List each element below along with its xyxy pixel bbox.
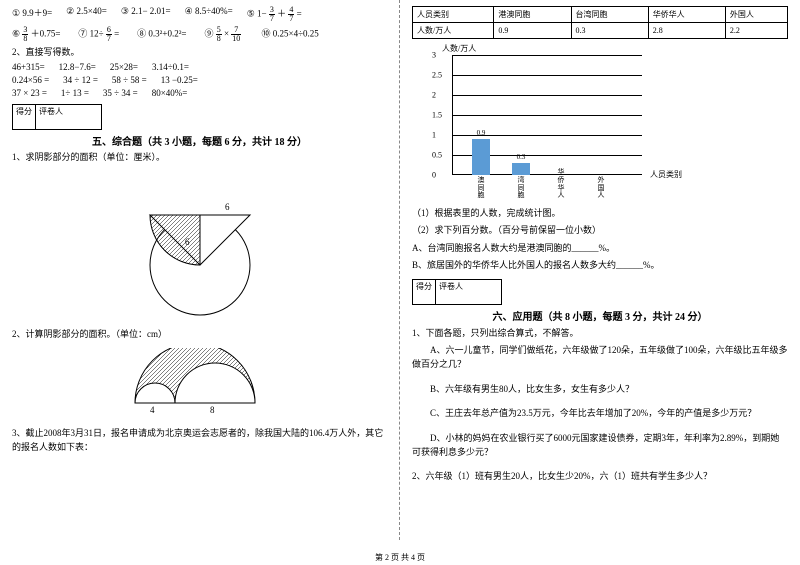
svg-text:4: 4 bbox=[150, 405, 155, 415]
section-5-title: 五、综合题（共 3 小题，每题 6 分，共计 18 分） bbox=[12, 133, 387, 148]
eq-6: ⑥ 38 ＋0.75= ⑦ 12÷ 67 = ⑧ 0.3²+0.2²= ⑨ 58… bbox=[12, 26, 319, 43]
q5-3: 3、截止2008年3月31日，报名申请成为北京奥运会志愿者的，除我国大陆的106… bbox=[12, 426, 387, 455]
section-6-title: 六、应用题（共 8 小题，每题 3 分，共计 24 分） bbox=[412, 308, 788, 323]
svg-text:6: 6 bbox=[185, 237, 190, 247]
q6-1d: D、小林的妈妈在农业银行买了6000元国家建设债券，定期3年，年利率为2.89%… bbox=[412, 431, 788, 460]
figure-2: 4 8 bbox=[12, 348, 387, 420]
score-box-2: 得分 评卷人 bbox=[412, 279, 502, 305]
q2-title: 2、直接写得数。 bbox=[12, 46, 387, 60]
data-table: 人员类别港澳同胞台湾同胞华侨华人外国人 人数/万人0.90.32.82.2 bbox=[412, 6, 788, 39]
eq-2: ② 2.5×40= bbox=[66, 6, 107, 23]
q6-1c: C、王庄去年总产值为23.5万元，今年比去年增加了20%，今年的产值是多少万元？ bbox=[412, 406, 788, 420]
bar-chart: 人数/万人 00.511.522.53港 澳 同 胞0.9台 湾 同 胞0.3华… bbox=[412, 45, 672, 200]
sub-2: （2）求下列百分数。（百分号前保留一位小数） bbox=[412, 223, 788, 237]
eq-4: ④ 8.5÷40%= bbox=[185, 6, 233, 23]
q6-1b: B、六年级有男生80人，比女生多，女生有多少人？ bbox=[412, 382, 788, 396]
q6-2: 2、六年级（1）班有男生20人，比女生少20%，六（1）班共有学生多少人？ bbox=[412, 469, 788, 483]
q5-2: 2、计算阴影部分的面积。（单位：cm） bbox=[12, 328, 387, 342]
eq-1: ① 9.9＋9= bbox=[12, 6, 52, 23]
figure-1: 6 6 bbox=[12, 170, 387, 322]
q6-1: 1、下面各题，只列出综合算式，不解答。 bbox=[412, 326, 788, 340]
svg-text:6: 6 bbox=[225, 202, 230, 212]
svg-text:8: 8 bbox=[210, 405, 215, 415]
sub-a: A、台湾同胞报名人数大约是港澳同胞的______%。 bbox=[412, 241, 788, 255]
sub-b: B、旅居国外的华侨华人比外国人的报名人数多大约______%。 bbox=[412, 258, 788, 272]
page-footer: 第 2 页 共 4 页 bbox=[0, 552, 800, 563]
eq-3: ③ 2.1− 2.01= bbox=[121, 6, 171, 23]
eq-5: ⑤ 1− 37 ＋ 47 = bbox=[247, 6, 302, 23]
q5-1: 1、求阴影部分的面积（单位：厘米）。 bbox=[12, 151, 387, 165]
q6-1a: A、六一儿童节，同学们做纸花，六年级做了120朵，五年级做了100朵，六年级比五… bbox=[412, 343, 788, 372]
sub-1: （1）根据表里的人数，完成统计图。 bbox=[412, 206, 788, 220]
score-box: 得分 评卷人 bbox=[12, 104, 102, 130]
